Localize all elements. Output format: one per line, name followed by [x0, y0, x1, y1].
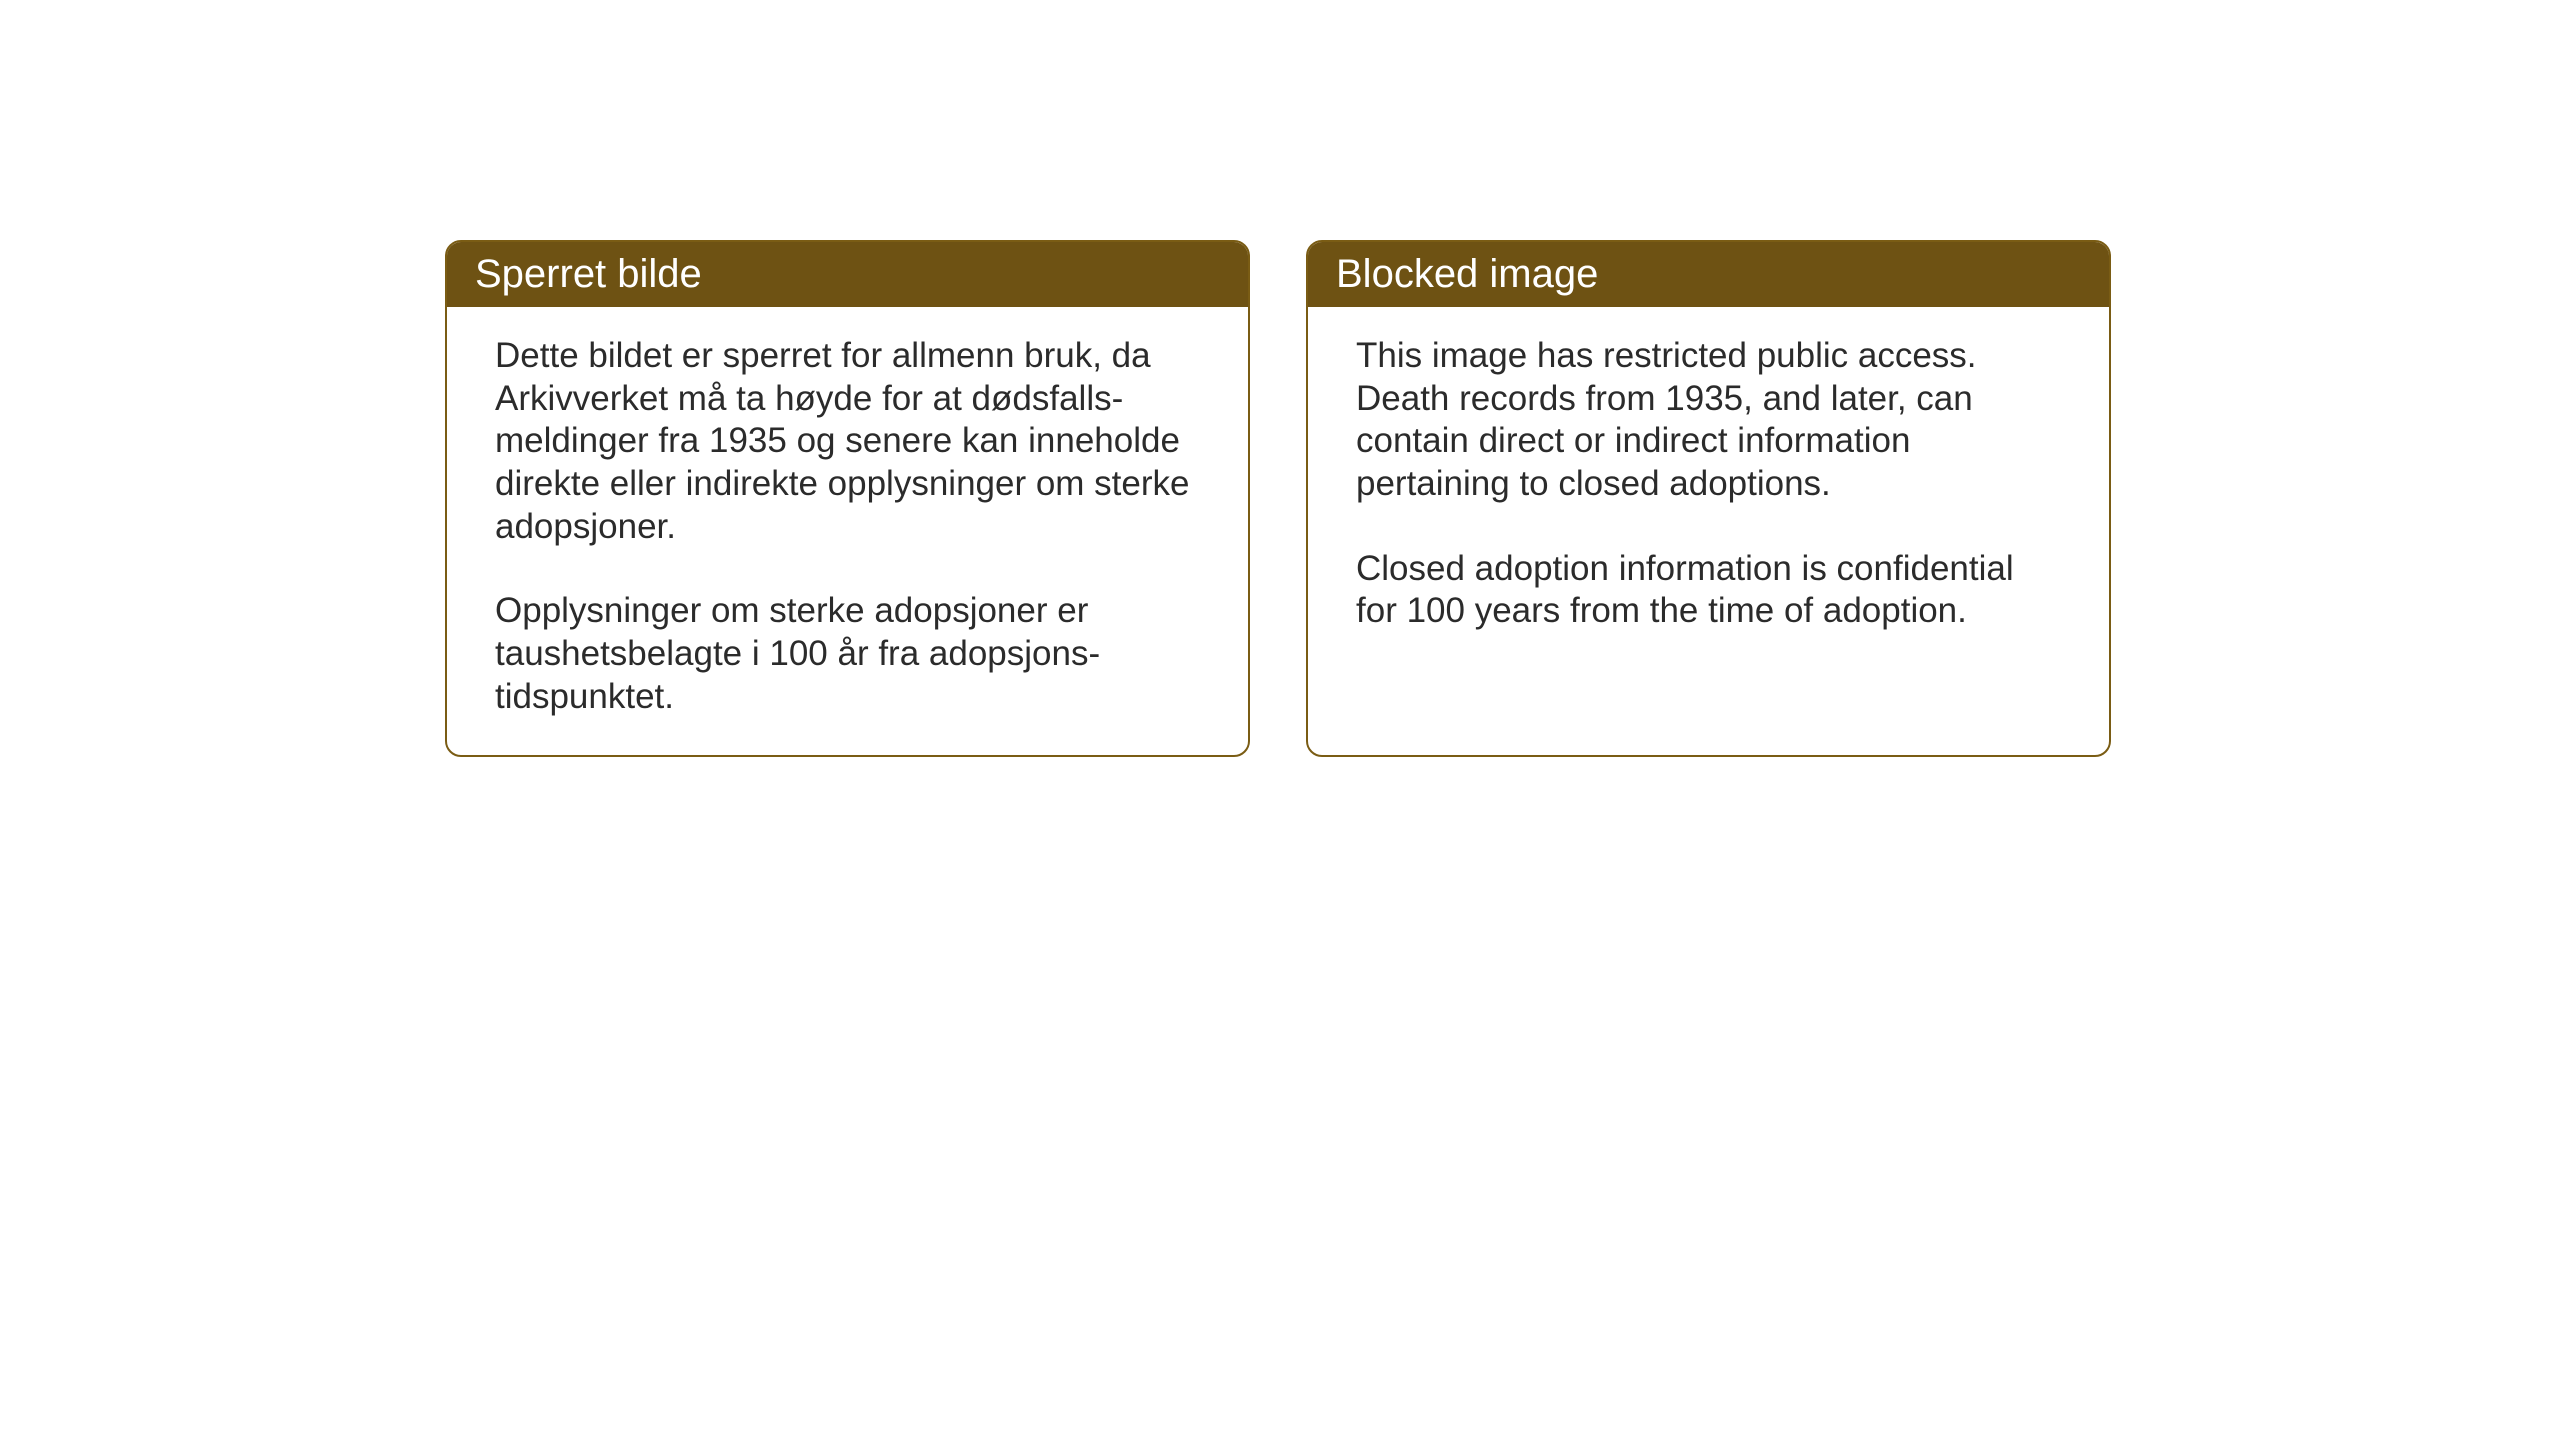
notice-paragraph-1-norwegian: Dette bildet er sperret for allmenn bruk…	[495, 335, 1200, 548]
notice-header-english: Blocked image	[1308, 242, 2109, 307]
notice-title-norwegian: Sperret bilde	[475, 252, 702, 296]
notice-paragraph-2-english: Closed adoption information is confident…	[1356, 548, 2061, 633]
notice-title-english: Blocked image	[1336, 252, 1598, 296]
notice-paragraph-2-norwegian: Opplysninger om sterke adopsjoner er tau…	[495, 590, 1200, 718]
notice-container: Sperret bilde Dette bildet er sperret fo…	[445, 240, 2111, 757]
notice-paragraph-1-english: This image has restricted public access.…	[1356, 335, 2061, 506]
notice-card-english: Blocked image This image has restricted …	[1306, 240, 2111, 757]
notice-header-norwegian: Sperret bilde	[447, 242, 1248, 307]
notice-card-norwegian: Sperret bilde Dette bildet er sperret fo…	[445, 240, 1250, 757]
notice-body-norwegian: Dette bildet er sperret for allmenn bruk…	[447, 307, 1248, 755]
notice-body-english: This image has restricted public access.…	[1308, 307, 2109, 669]
